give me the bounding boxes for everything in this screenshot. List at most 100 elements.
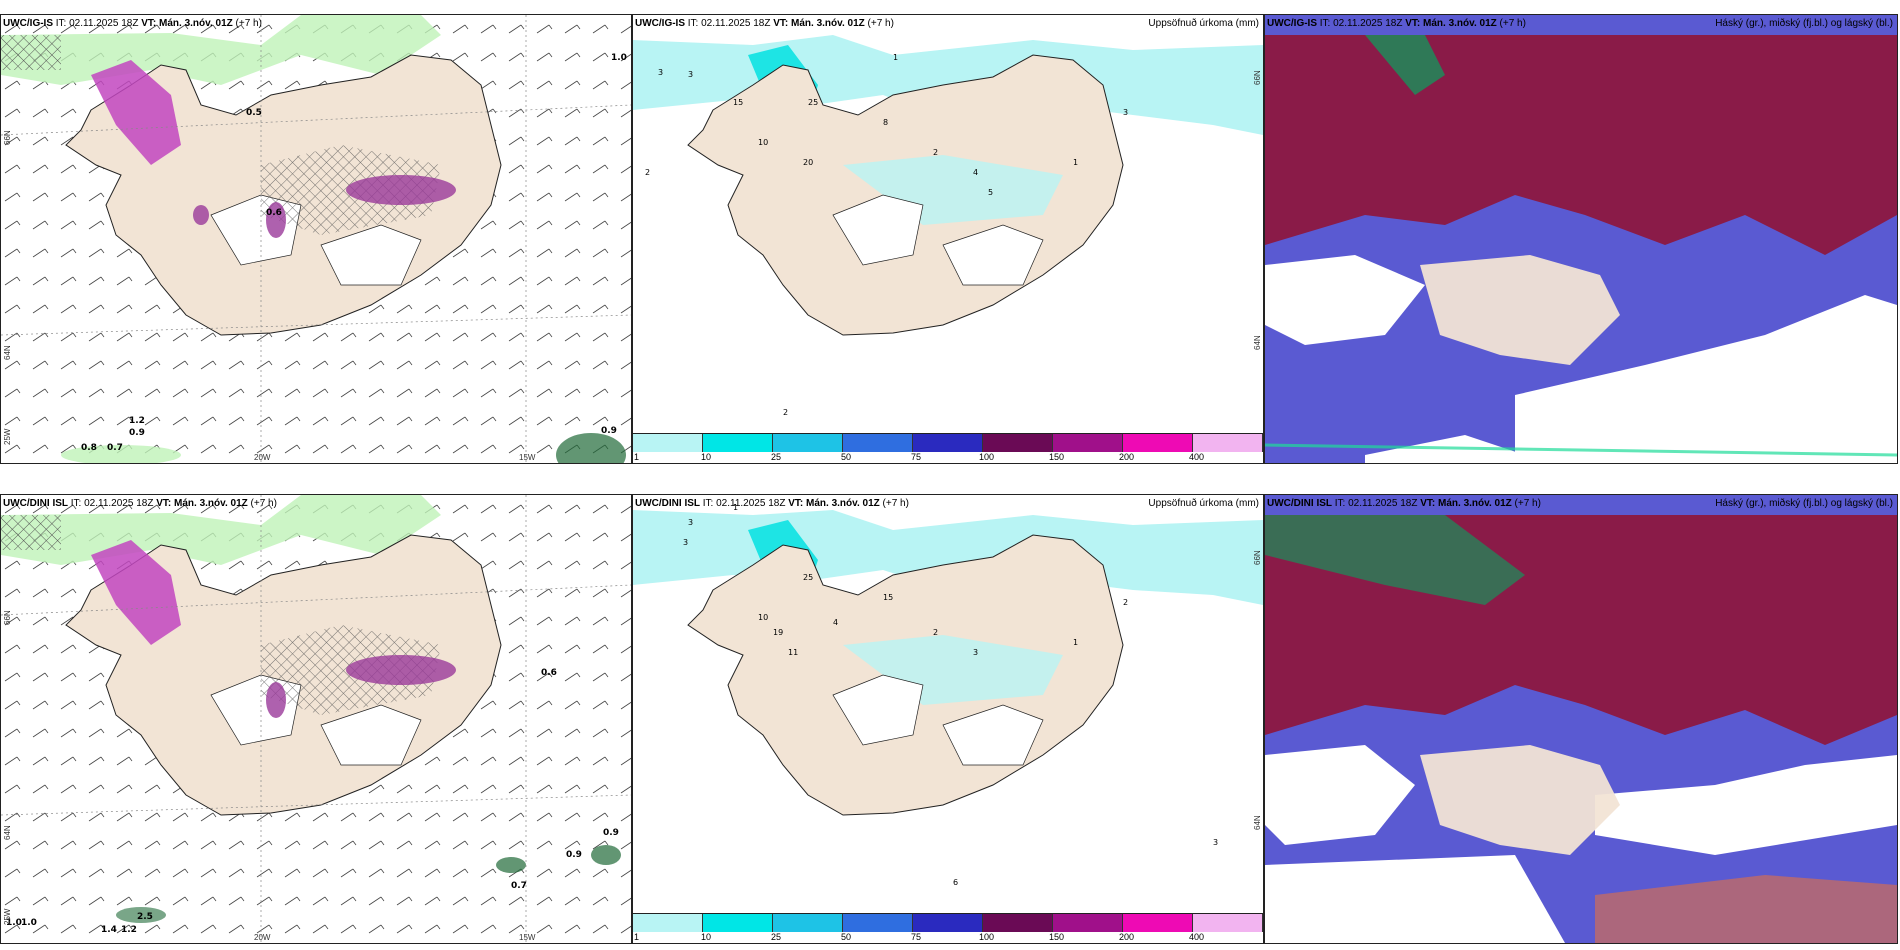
precip-value: 15 [733, 98, 743, 107]
wind-value: 0.6 [541, 668, 557, 678]
precip-value: 3 [973, 648, 978, 657]
precip-value: 4 [833, 618, 838, 627]
colorbar-segment [843, 914, 913, 932]
precip-value: 3 [688, 70, 693, 79]
lat-label: 64N [1253, 815, 1262, 830]
wind-value: 1.4 [101, 925, 117, 935]
colorbar-segment [633, 434, 703, 452]
lat-label: 66N [3, 130, 12, 145]
panel-title: Háský (gr.), miðský (fj.bl.) og lágský (… [1715, 18, 1893, 29]
precip-value: 2 [783, 408, 788, 417]
wind-value: 0.7 [511, 881, 527, 891]
precip-value: 3 [683, 538, 688, 547]
wind-value: 1.2 [121, 925, 137, 935]
wind-value: 0.9 [601, 426, 617, 436]
wind-value: 0.8 [81, 443, 97, 453]
colorbar-segment [1193, 434, 1263, 452]
precip-value: 19 [773, 628, 783, 637]
precip-value: 3 [658, 68, 663, 77]
colorbar-segment [983, 914, 1053, 932]
precip-value: 2 [1123, 598, 1128, 607]
precip-value: 4 [973, 168, 978, 177]
lon-label: 20W [254, 453, 271, 462]
colorbar-segment [913, 434, 983, 452]
colorbar-segment [843, 434, 913, 452]
wind-map-bottom: 0.6 0.9 0.9 0.7 1.0 1.0 2.5 1.4 1.2 [1, 495, 631, 943]
wind-map-top: 1.0 0.5 0.6 1.2 0.9 0.9 0.8 0.7 [1, 15, 631, 463]
precip-value: 15 [883, 593, 893, 602]
colorbar-segment [1123, 434, 1193, 452]
colorbar-segment [1193, 914, 1263, 932]
wind-value: 1.0 [611, 53, 627, 63]
panel-title: Uppsöfnuð úrkoma (mm) [1148, 498, 1259, 509]
precip-value: 1 [733, 503, 738, 512]
wind-value: 0.6 [266, 208, 282, 218]
colorbar-segment [1123, 914, 1193, 932]
precip-value: 10 [758, 613, 768, 622]
colorbar-segment [633, 914, 703, 932]
colorbar-segment [703, 434, 773, 452]
precip-value: 1 [893, 53, 898, 62]
wind-value: 0.9 [566, 850, 582, 860]
lat-label: 64N [1253, 335, 1262, 350]
panel-title: Uppsöfnuð úrkoma (mm) [1148, 18, 1259, 29]
precip-value: 20 [803, 158, 813, 167]
precip-value: 2 [933, 148, 938, 157]
lat-label: 66N [3, 610, 12, 625]
lat-label: 64N [3, 345, 12, 360]
precip-map-bottom: 3 3 10 19 11 25 15 4 2 1 3 6 2 1 3 [633, 495, 1263, 925]
wind-value: 1.0 [6, 918, 22, 928]
lat-label: 25W [3, 908, 12, 925]
precip-panel-bottom: 3 3 10 19 11 25 15 4 2 1 3 6 2 1 3 UWC/D… [632, 494, 1264, 944]
precip-value: 11 [788, 648, 798, 657]
wind-value: 0.5 [246, 108, 262, 118]
cloud-panel-top: UWC/IG-IS IT: 02.11.2025 18Z VT: Mán. 3.… [1264, 14, 1898, 464]
colorbar-segment [773, 914, 843, 932]
precip-value: 2 [933, 628, 938, 637]
colorbar-segment [1053, 434, 1123, 452]
colorbar-segment [913, 914, 983, 932]
panel-header: UWC/IG-IS IT: 02.11.2025 18Z VT: Mán. 3.… [3, 18, 262, 29]
wind-panel-top: 1.0 0.5 0.6 1.2 0.9 0.9 0.8 0.7 UWC/IG-I… [0, 14, 632, 464]
panel-header: UWC/IG-IS IT: 02.11.2025 18Z VT: Mán. 3.… [635, 18, 894, 29]
precip-value: 3 [1123, 108, 1128, 117]
precip-value: 25 [808, 98, 818, 107]
precip-value: 25 [803, 573, 813, 582]
wind-panel-bottom: 0.6 0.9 0.9 0.7 1.0 1.0 2.5 1.4 1.2 UWC/… [0, 494, 632, 944]
lon-label: 15W [519, 453, 536, 462]
lon-label: 20W [254, 933, 271, 942]
precip-map-top: 1 2 3 3 10 15 20 25 4 5 8 2 1 3 2 [633, 15, 1263, 445]
cloud-panel-bottom: UWC/DINI ISL IT: 02.11.2025 18Z VT: Mán.… [1264, 494, 1898, 944]
cloud-map-bottom [1265, 495, 1897, 943]
panel-header: UWC/DINI ISL IT: 02.11.2025 18Z VT: Mán.… [635, 498, 909, 509]
panel-header: UWC/DINI ISL IT: 02.11.2025 18Z VT: Mán.… [3, 498, 277, 509]
wind-value: 0.7 [107, 443, 123, 453]
wind-value: 1.0 [21, 918, 37, 928]
panel-title: Háský (gr.), miðský (fj.bl.) og lágský (… [1715, 498, 1893, 509]
lon-label: 15W [519, 933, 536, 942]
lat-label: 64N [3, 825, 12, 840]
precip-value: 6 [953, 878, 958, 887]
wind-value: 0.9 [603, 828, 619, 838]
colorbar-segment [703, 914, 773, 932]
colorbar-segment [1053, 914, 1123, 932]
precip-value: 3 [1213, 838, 1218, 847]
precip-panel-top: 1 2 3 3 10 15 20 25 4 5 8 2 1 3 2 UWC/IG… [632, 14, 1264, 464]
lat-label: 25W [3, 428, 12, 445]
precip-value: 3 [688, 518, 693, 527]
precip-value: 1 [1073, 638, 1078, 647]
colorbar-segment [773, 434, 843, 452]
precip-value: 10 [758, 138, 768, 147]
precip-colorbar [633, 433, 1263, 452]
precip-colorbar [633, 913, 1263, 932]
wind-value: 1.2 [129, 416, 145, 426]
wind-value: 0.9 [129, 428, 145, 438]
colorbar-segment [983, 434, 1053, 452]
precip-value: 2 [645, 168, 650, 177]
precip-value: 5 [988, 188, 993, 197]
panel-header: UWC/DINI ISL IT: 02.11.2025 18Z VT: Mán.… [1267, 498, 1541, 509]
precip-value: 8 [883, 118, 888, 127]
precip-value: 1 [1073, 158, 1078, 167]
panel-header: UWC/IG-IS IT: 02.11.2025 18Z VT: Mán. 3.… [1267, 18, 1526, 29]
lat-label: 66N [1253, 550, 1262, 565]
